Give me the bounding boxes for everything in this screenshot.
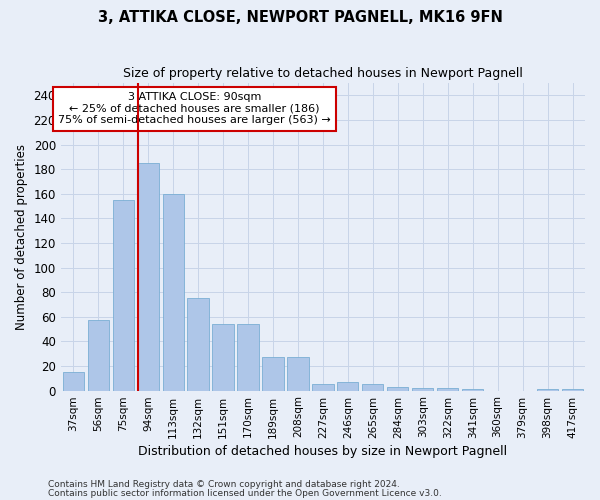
Bar — [287, 358, 308, 390]
Bar — [362, 384, 383, 390]
Y-axis label: Number of detached properties: Number of detached properties — [15, 144, 28, 330]
Text: 3, ATTIKA CLOSE, NEWPORT PAGNELL, MK16 9FN: 3, ATTIKA CLOSE, NEWPORT PAGNELL, MK16 9… — [98, 10, 502, 25]
Bar — [312, 384, 334, 390]
Title: Size of property relative to detached houses in Newport Pagnell: Size of property relative to detached ho… — [123, 68, 523, 80]
Text: 3 ATTIKA CLOSE: 90sqm
← 25% of detached houses are smaller (186)
75% of semi-det: 3 ATTIKA CLOSE: 90sqm ← 25% of detached … — [58, 92, 331, 126]
Text: Contains HM Land Registry data © Crown copyright and database right 2024.: Contains HM Land Registry data © Crown c… — [48, 480, 400, 489]
Bar — [113, 200, 134, 390]
Bar — [62, 372, 84, 390]
Bar — [187, 298, 209, 390]
Bar — [88, 320, 109, 390]
Bar — [437, 388, 458, 390]
Bar — [337, 382, 358, 390]
Bar — [163, 194, 184, 390]
Bar — [137, 163, 159, 390]
Bar — [387, 387, 409, 390]
Bar — [238, 324, 259, 390]
Bar — [262, 358, 284, 390]
Text: Contains public sector information licensed under the Open Government Licence v3: Contains public sector information licen… — [48, 488, 442, 498]
Bar — [412, 388, 433, 390]
X-axis label: Distribution of detached houses by size in Newport Pagnell: Distribution of detached houses by size … — [139, 444, 508, 458]
Bar — [212, 324, 233, 390]
